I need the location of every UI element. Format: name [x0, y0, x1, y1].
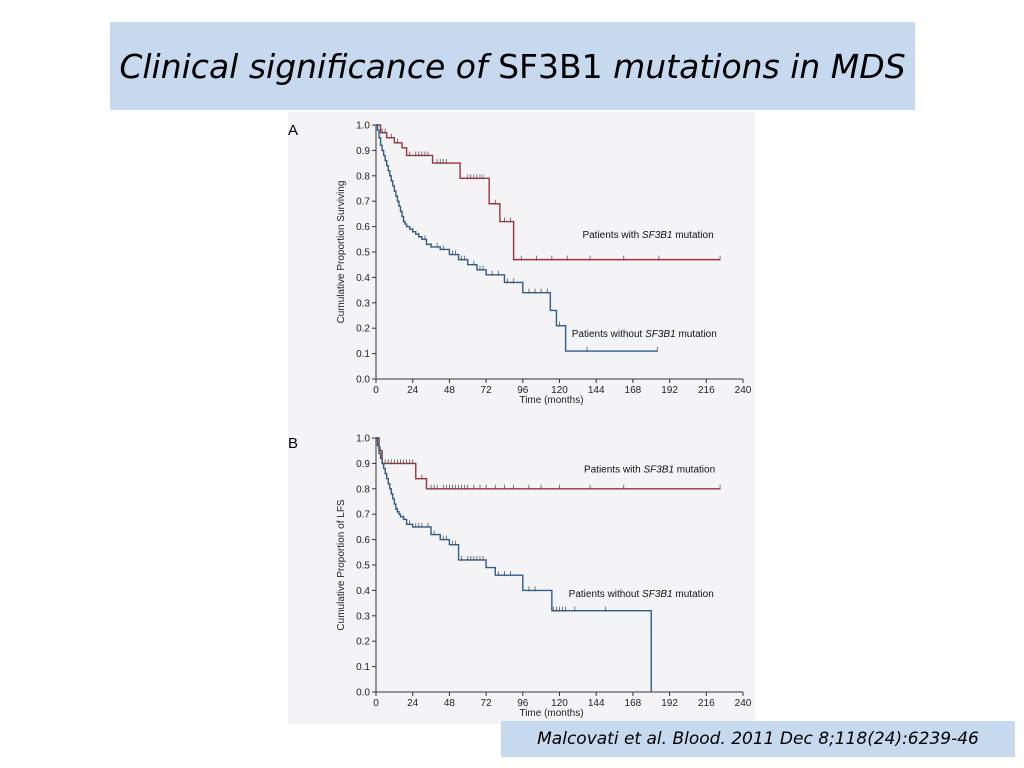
x-tick-label: 120	[551, 698, 568, 709]
curve-label-post: mutation	[676, 329, 717, 340]
x-tick-label: 48	[444, 385, 456, 396]
y-tick-label: 0.4	[356, 586, 370, 597]
x-tick-label: 144	[588, 698, 605, 709]
y-tick-label: 0.5	[356, 561, 370, 572]
survival-figure: A 0 24 48 72 96 120 144 168 192 216 240 0.0 0.1 0.2 0.3…	[288, 112, 755, 724]
x-tick-label: 96	[517, 385, 529, 396]
panel-letter: A	[288, 122, 298, 139]
x-tick-label: 192	[661, 698, 678, 709]
y-tick-label: 0.8	[356, 484, 370, 495]
curve-label-gene: SF3B1	[643, 464, 674, 475]
y-tick-label: 0.6	[356, 535, 370, 546]
x-tick-label: 72	[481, 698, 493, 709]
curve-label-wildtype: Patients without SF3B1 mutation	[569, 589, 714, 600]
x-tick-label: 216	[698, 385, 715, 396]
y-tick-label: 0.3	[356, 611, 370, 622]
y-tick-label: 0.6	[356, 222, 370, 233]
panel-b: B 0 24 48 72 96 120 144 168 192 216 240 0.0 0.1 0.2 0.3…	[288, 434, 752, 720]
y-tick-label: 1.0	[356, 434, 370, 445]
kaplan-meier-charts: A0 24 48 72 96 120 144 168 192 216 2400.00.10.20.3…	[288, 121, 752, 720]
x-tick-label: 120	[551, 385, 568, 396]
y-tick-label: 1.0	[356, 121, 370, 132]
citation-banner: Malcovati et al. Blood. 2011 Dec 8;118(2…	[501, 721, 1015, 757]
y-axis-title: Cumulative Proportion Surviving	[336, 181, 347, 324]
citation-text: Malcovati et al. Blood. 2011 Dec 8;118(2…	[537, 729, 979, 749]
y-tick-label: 0.1	[356, 349, 370, 360]
curve-label-post: mutation	[673, 589, 714, 600]
title-banner: Clinical significance of SF3B1 mutations…	[110, 22, 915, 110]
x-tick-label: 168	[625, 698, 642, 709]
x-tick-label: 0	[373, 385, 379, 396]
y-axis-title: Cumulative Proportion of LFS	[336, 499, 347, 631]
y-tick-label: 0.0	[356, 688, 370, 699]
survival-curve-mutated	[376, 124, 721, 261]
curve-label-mutated: Patients with SF3B1 mutation	[582, 230, 713, 241]
x-tick-label: 240	[735, 385, 752, 396]
x-tick-label: 48	[444, 698, 456, 709]
curve-label-wildtype: Patients without SF3B1 mutation	[572, 329, 717, 340]
x-axis-title: Time (months)	[519, 708, 583, 719]
title-gene: SF3B1	[498, 46, 603, 86]
y-tick-label: 0.4	[356, 273, 370, 284]
x-tick-label: 0	[373, 698, 379, 709]
y-tick-label: 0.7	[356, 510, 370, 521]
y-tick-label: 0.0	[356, 375, 370, 386]
x-tick-label: 168	[625, 385, 642, 396]
curve-label-gene: SF3B1	[642, 589, 673, 600]
curve-label-pre: Patients without	[572, 329, 645, 340]
x-tick-label: 240	[735, 698, 752, 709]
x-tick-label: 192	[661, 385, 678, 396]
x-tick-label: 24	[407, 698, 419, 709]
title-part-1: Clinical significance of	[119, 46, 499, 86]
survival-curve-wildtype	[376, 124, 658, 352]
x-tick-label: 24	[407, 385, 419, 396]
curve-label-mutated: Patients with SF3B1 mutation	[584, 464, 715, 475]
y-tick-label: 0.8	[356, 171, 370, 182]
y-tick-label: 0.5	[356, 248, 370, 259]
panel-letter: B	[288, 435, 298, 452]
y-tick-label: 0.2	[356, 324, 370, 335]
y-tick-label: 0.3	[356, 298, 370, 309]
survival-curve-wildtype	[376, 437, 652, 692]
panel-a: A 0 24 48 72 96 120 144 168 192 216 240 0.0 0.1 0.2 0.3…	[288, 121, 752, 407]
x-axis-title: Time (months)	[519, 395, 583, 406]
x-tick-label: 144	[588, 385, 605, 396]
x-tick-label: 72	[481, 385, 493, 396]
slide-title: Clinical significance of SF3B1 mutations…	[119, 47, 905, 86]
curve-label-gene: SF3B1	[642, 230, 673, 241]
curve-label-post: mutation	[673, 230, 714, 241]
survival-curve-mutated	[376, 437, 721, 490]
y-tick-label: 0.9	[356, 146, 370, 157]
title-part-2: mutations in MDS	[602, 46, 906, 86]
y-tick-label: 0.1	[356, 662, 370, 673]
y-tick-label: 0.7	[356, 197, 370, 208]
curve-label-pre: Patients without	[569, 589, 642, 600]
y-tick-label: 0.2	[356, 637, 370, 648]
curve-label-pre: Patients with	[584, 464, 643, 475]
curve-label-gene: SF3B1	[645, 329, 676, 340]
x-tick-label: 96	[517, 698, 529, 709]
y-tick-label: 0.9	[356, 459, 370, 470]
curve-label-pre: Patients with	[582, 230, 641, 241]
x-tick-label: 216	[698, 698, 715, 709]
curve-label-post: mutation	[674, 464, 715, 475]
